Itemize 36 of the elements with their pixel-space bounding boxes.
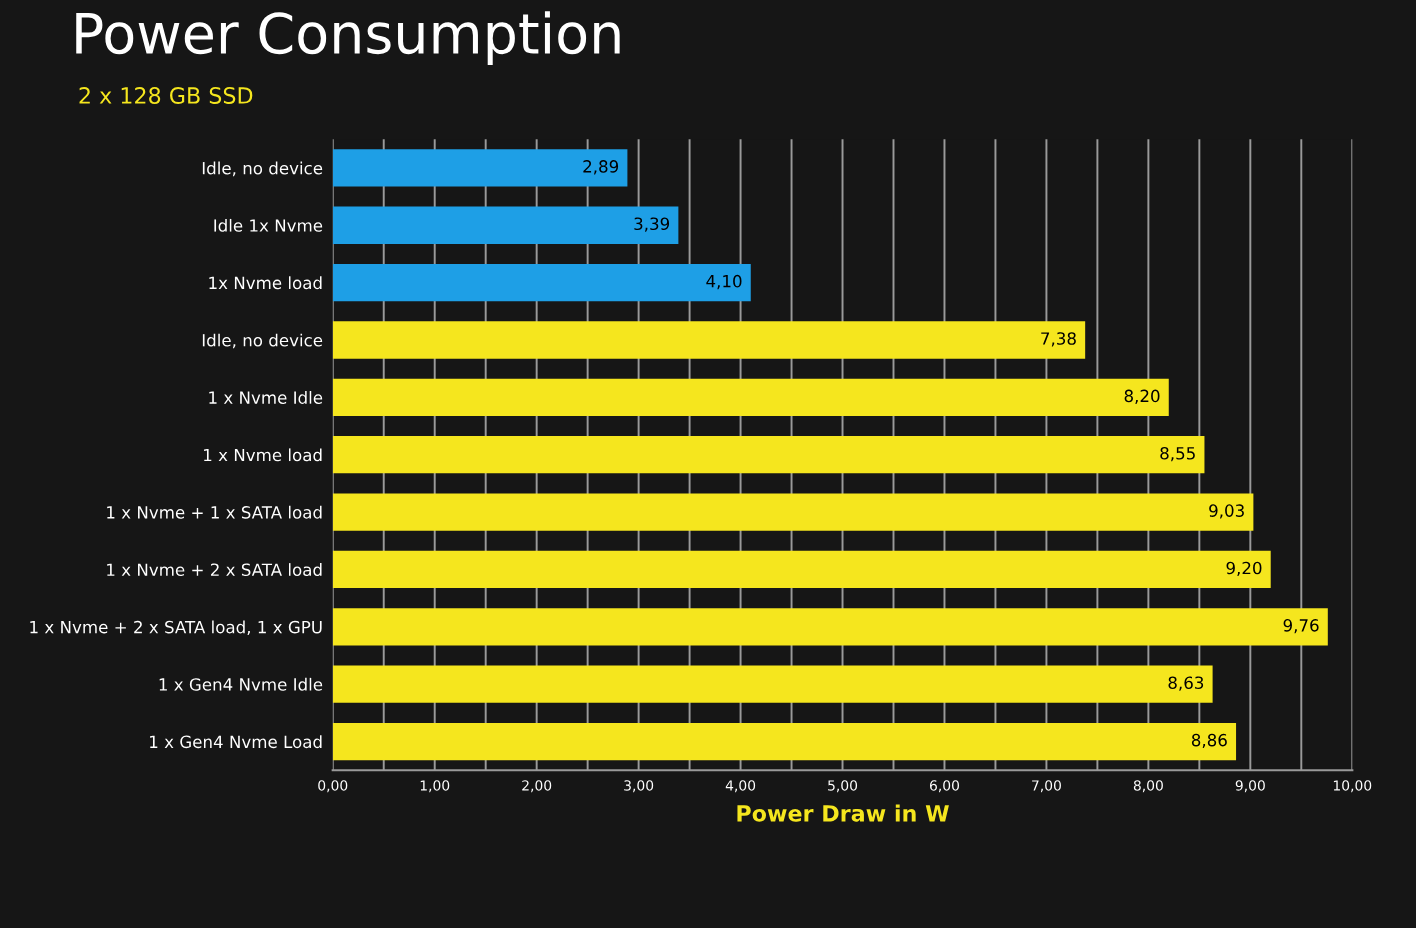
data-label: 7,38 [1041,332,1076,347]
bar [332,608,1328,646]
data-label: 9,03 [1209,504,1244,519]
chart-title: Power Consumption [76,11,620,65]
y-tick-label: Idle 1x Nvme [214,218,323,232]
data-label: 8,55 [1160,446,1195,462]
data-label: 4,10 [706,274,742,290]
y-tick-label: 1x Nvme load [209,276,322,290]
data-label: 2,89 [583,160,619,175]
y-tick-label: 1 x Gen4 Nvme Load [150,735,322,749]
bar [332,722,1237,761]
y-tick-label: Idle, no device [202,333,323,349]
y-tick-label: 1 x Gen4 Nvme Idle [159,677,323,691]
y-tick-label: 1 x Nvme + 2 x SATA load [107,563,322,577]
bar [332,149,628,187]
y-tick-label: Idle, no device [202,161,323,177]
y-tick-label: 1 x Nvme load [204,448,322,462]
bar [332,436,1205,474]
bar [332,665,1213,703]
data-label: 8,20 [1124,389,1160,404]
bar [332,263,751,302]
x-axis-title: Power Draw in W [737,804,949,822]
data-label: 9,20 [1226,561,1262,576]
y-tick-label: 1 x Nvme + 2 x SATA load, 1 x GPU [30,620,322,636]
data-label: 8,86 [1191,733,1227,749]
bar [332,321,1086,359]
data-label: 3,39 [634,217,670,232]
chart-subtitle: 2 x 128 GB SSD [79,87,253,104]
y-tick-label: 1 x Nvme + 1 x SATA load [107,505,322,519]
bar [332,493,1254,531]
data-label: 9,76 [1283,619,1319,634]
bar [332,378,1169,416]
data-label: 8,63 [1168,676,1204,691]
y-tick-label: 1 x Nvme Idle [209,391,323,404]
bar [332,206,679,244]
bar [332,550,1271,589]
